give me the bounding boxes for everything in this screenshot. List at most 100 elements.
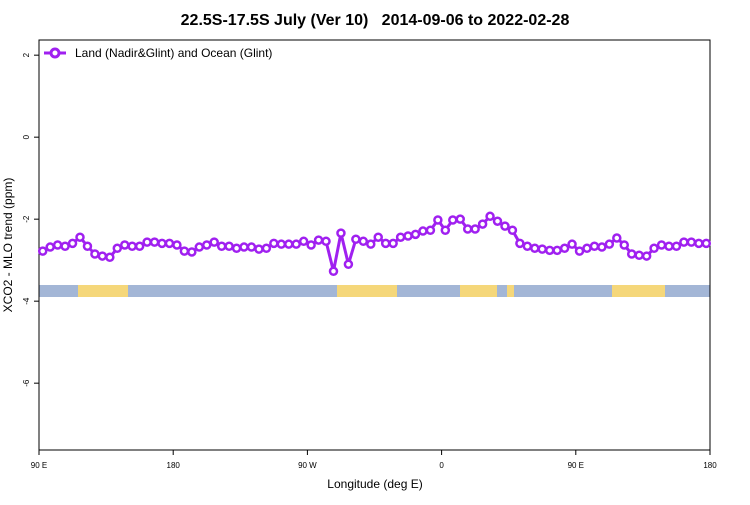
data-point bbox=[261, 243, 272, 254]
data-point bbox=[395, 232, 406, 242]
data-point bbox=[410, 229, 421, 240]
y-tick-label: -4 bbox=[22, 297, 31, 305]
data-point bbox=[276, 239, 287, 249]
data-point bbox=[433, 215, 443, 225]
data-point bbox=[612, 233, 622, 243]
data-point bbox=[641, 251, 652, 261]
data-point bbox=[67, 238, 78, 249]
x-tick-label: 180 bbox=[167, 461, 181, 470]
data-point bbox=[403, 231, 413, 241]
legend: Land (Nadir&Glint) and Ocean (Glint) bbox=[44, 46, 272, 60]
land-patch bbox=[337, 285, 397, 297]
data-point bbox=[231, 243, 242, 254]
data-point bbox=[209, 237, 219, 247]
data-point bbox=[701, 238, 712, 249]
data-point bbox=[179, 246, 190, 256]
x-axis-label: Longitude (deg E) bbox=[327, 477, 422, 491]
data-point bbox=[694, 238, 704, 249]
data-point bbox=[239, 242, 249, 252]
data-point bbox=[119, 240, 130, 250]
land-patch bbox=[507, 285, 514, 297]
surface-band bbox=[39, 285, 710, 297]
data-point bbox=[90, 249, 100, 259]
y-tick-label: -2 bbox=[22, 215, 31, 223]
data-point bbox=[134, 241, 145, 251]
data-point bbox=[343, 259, 354, 270]
data-point bbox=[425, 225, 436, 235]
data-point bbox=[492, 216, 503, 226]
data-point bbox=[149, 237, 160, 247]
data-point bbox=[127, 241, 137, 251]
data-point bbox=[567, 239, 577, 249]
x-tick-label: 90 E bbox=[568, 461, 584, 470]
data-point bbox=[321, 236, 331, 247]
x-tick-label: 90 W bbox=[298, 461, 317, 470]
chart-title: 22.5S-17.5S July (Ver 10) 2014-09-06 to … bbox=[181, 12, 570, 29]
data-point bbox=[537, 244, 547, 254]
data-point bbox=[366, 239, 376, 249]
data-point bbox=[522, 241, 533, 251]
data-point bbox=[328, 266, 339, 276]
data-point bbox=[298, 236, 309, 247]
data-point bbox=[187, 247, 197, 257]
data-point bbox=[679, 237, 689, 247]
data-point bbox=[216, 241, 227, 251]
data-point bbox=[351, 234, 361, 245]
y-axis-label: XCO2 - MLO trend (ppm) bbox=[1, 178, 15, 313]
data-point bbox=[619, 240, 630, 250]
data-point bbox=[172, 240, 182, 250]
data-point bbox=[634, 250, 644, 260]
data-point bbox=[686, 237, 697, 247]
x-tick-label: 180 bbox=[703, 461, 717, 470]
data-point bbox=[448, 215, 458, 225]
data-point bbox=[649, 243, 659, 254]
data-point bbox=[269, 238, 279, 249]
data-point bbox=[626, 249, 637, 259]
data-point bbox=[194, 242, 205, 252]
data-point bbox=[380, 238, 391, 249]
data-point bbox=[470, 224, 480, 234]
data-point bbox=[157, 238, 167, 249]
data-point bbox=[455, 214, 465, 224]
data-point bbox=[224, 241, 234, 251]
data-point bbox=[544, 245, 555, 256]
data-point bbox=[284, 239, 294, 249]
data-point bbox=[313, 235, 324, 245]
data-point bbox=[105, 252, 115, 263]
land-patch bbox=[460, 285, 497, 297]
data-point bbox=[582, 243, 592, 254]
legend-label: Land (Nadir&Glint) and Ocean (Glint) bbox=[75, 46, 272, 60]
data-point bbox=[440, 225, 451, 235]
data-point bbox=[559, 243, 570, 254]
legend-marker bbox=[49, 47, 61, 59]
data-point bbox=[671, 241, 682, 251]
data-point bbox=[500, 221, 510, 231]
data-point bbox=[37, 246, 48, 256]
data-point bbox=[604, 239, 615, 249]
data-point bbox=[112, 243, 123, 254]
data-point bbox=[306, 240, 316, 250]
data-point bbox=[336, 228, 346, 238]
y-tick-label: 0 bbox=[22, 134, 31, 139]
data-point bbox=[164, 238, 175, 249]
data-point bbox=[358, 236, 369, 247]
data-point bbox=[418, 226, 428, 236]
x-tick-label: 90 E bbox=[31, 461, 47, 470]
data-point bbox=[664, 241, 674, 251]
data-point bbox=[45, 242, 55, 252]
data-point bbox=[388, 238, 398, 249]
data-point bbox=[291, 239, 301, 249]
land-patch bbox=[612, 285, 665, 297]
data-point bbox=[246, 242, 257, 252]
data-point bbox=[477, 219, 488, 229]
data-point bbox=[60, 241, 70, 251]
y-tick-label: -6 bbox=[22, 379, 31, 387]
data-point bbox=[656, 240, 667, 250]
data-point bbox=[52, 240, 63, 250]
y-tick-label: 2 bbox=[22, 52, 31, 57]
x-tick-label: 0 bbox=[439, 461, 444, 470]
data-point bbox=[597, 242, 607, 252]
data-point bbox=[485, 211, 495, 222]
data-point bbox=[530, 243, 540, 254]
